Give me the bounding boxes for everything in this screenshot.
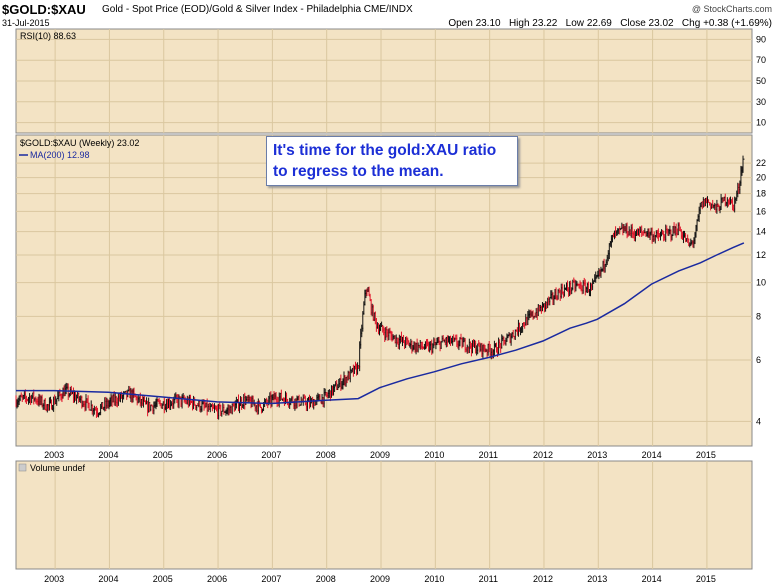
annotation-box: It's time for the gold:XAU ratio to regr… (266, 136, 518, 186)
x-tick-label: 2009 (370, 450, 390, 460)
rsi-legend: RSI(10) 88.63 (20, 31, 76, 41)
x-tick-label: 2012 (533, 450, 553, 460)
volume-panel: 2003 2004 2005 2006 2007 2008 2009 2010 2011 2012… (15, 460, 753, 584)
volume-panel-bg (15, 460, 753, 570)
volume-x-tick-label: 2015 (696, 574, 716, 584)
rsi-tick-label: 70 (756, 55, 766, 65)
x-tick-label: 2015 (696, 450, 716, 460)
x-tick-label: 2007 (261, 450, 281, 460)
volume-x-tick-label: 2003 (44, 574, 64, 584)
volume-x-tick-label: 2013 (587, 574, 607, 584)
volume-x-tick-label: 2004 (98, 574, 118, 584)
x-tick-label: 2005 (153, 450, 173, 460)
volume-legend: Volume undef (30, 463, 86, 473)
volume-x-tick-label: 2011 (479, 574, 498, 584)
x-tick-label: 2014 (642, 450, 662, 460)
volume-x-tick-label: 2010 (424, 574, 444, 584)
chart-header: $GOLD:$XAU Gold - Spot Price (EOD)/Gold … (2, 2, 778, 29)
price-tick-label: 8 (756, 311, 761, 321)
price-tick-label: 4 (756, 416, 761, 426)
volume-x-tick-label: 2005 (153, 574, 173, 584)
annotation-line-2: to regress to the mean. (273, 163, 444, 180)
volume-x-tick-label: 2014 (642, 574, 662, 584)
chg-value: +0.38 (+1.69%) (703, 18, 772, 29)
low-value: 22.69 (586, 18, 612, 29)
price-tick-label: 22 (756, 158, 766, 168)
x-tick-label: 2003 (44, 450, 64, 460)
close-value: 23.02 (648, 18, 674, 29)
annotation-line-1: It's time for the gold:XAU ratio (273, 142, 497, 159)
symbol-title: $GOLD:$XAU (2, 2, 86, 17)
stockcharts-watermark: @ StockCharts.com (691, 4, 772, 14)
close-label: Close (620, 18, 646, 29)
volume-x-tick-label: 2012 (533, 574, 553, 584)
price-legend: $GOLD:$XAU (Weekly) 23.02 (20, 138, 139, 148)
chart-date: 31-Jul-2015 (2, 18, 50, 28)
price-tick-label: 16 (756, 206, 766, 216)
x-tick-label: 2010 (424, 450, 444, 460)
price-tick-label: 20 (756, 173, 766, 183)
rsi-tick-label: 10 (756, 118, 766, 128)
volume-x-tick-label: 2008 (316, 574, 336, 584)
symbol-description: Gold - Spot Price (EOD)/Gold & Silver In… (102, 4, 413, 15)
volume-x-tick-label: 2006 (207, 574, 227, 584)
x-tick-label: 2013 (587, 450, 607, 460)
x-tick-label: 2011 (479, 450, 498, 460)
chg-label: Chg (681, 18, 701, 29)
ma200-line (16, 242, 745, 405)
volume-x-tick-label: 2009 (370, 574, 390, 584)
rsi-panel: 90 70 50 30 10 RSI(10) 88.63 (15, 28, 766, 134)
x-tick-label: 2006 (207, 450, 227, 460)
price-tick-label: 14 (756, 227, 766, 237)
price-tick-label: 10 (756, 278, 766, 288)
x-tick-label: 2004 (98, 450, 118, 460)
high-value: 23.22 (532, 18, 558, 29)
price-tick-label: 12 (756, 250, 766, 260)
price-tick-label: 18 (756, 189, 766, 199)
high-label: High (508, 18, 530, 29)
x-tick-label: 2008 (316, 450, 336, 460)
ma-legend-label: MA(200) 12.98 (30, 150, 90, 160)
rsi-tick-label: 90 (756, 34, 766, 44)
ohlc-readout: Open 23.10 High 23.22 Low 22.69 Close 23… (448, 18, 772, 29)
open-label: Open (448, 18, 473, 29)
volume-x-tick-label: 2007 (261, 574, 281, 584)
open-value: 23.10 (475, 18, 501, 29)
volume-legend-swatch (18, 463, 27, 472)
low-label: Low (565, 18, 585, 29)
rsi-tick-label: 50 (756, 76, 766, 86)
rsi-tick-label: 30 (756, 97, 766, 107)
price-tick-label: 6 (756, 355, 761, 365)
price-panel: 4 6 8 10 12 14 16 18 20 22 2003 2004 2005 2006 2007 200… (15, 134, 766, 460)
